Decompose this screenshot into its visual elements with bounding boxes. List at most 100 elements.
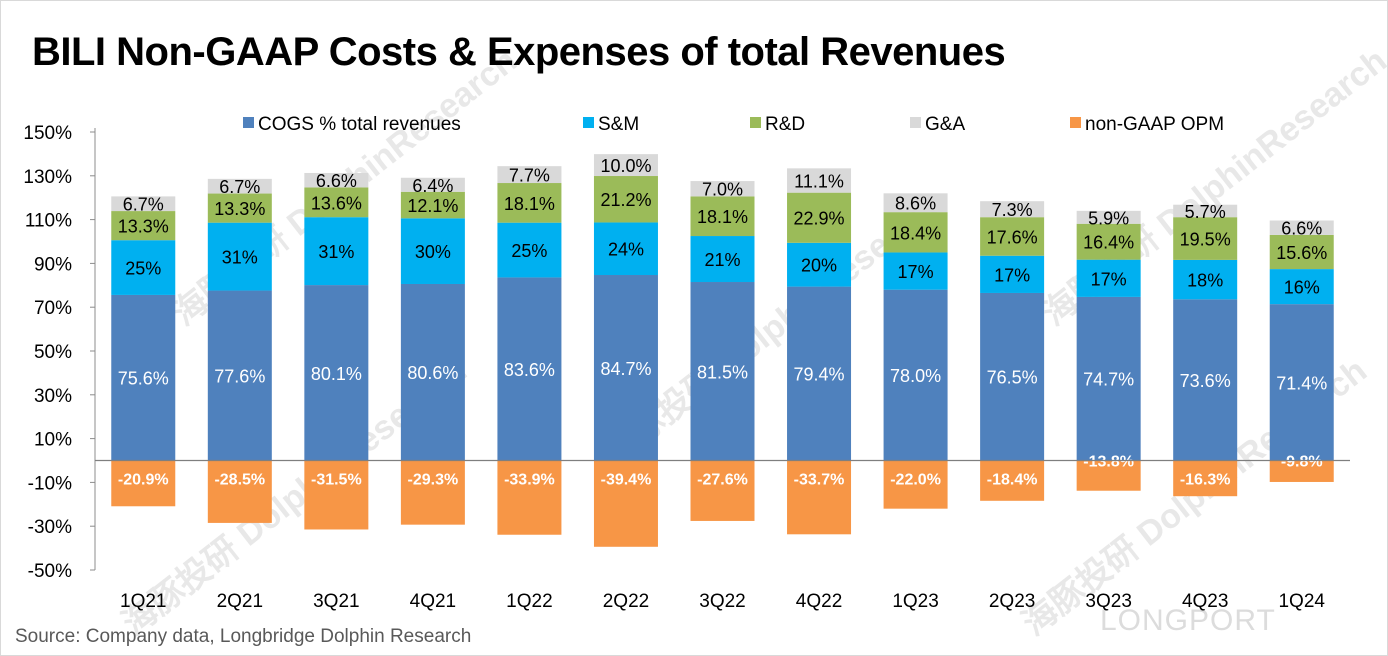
bar-segment [497, 166, 562, 184]
bar-segment [400, 191, 465, 219]
data-label: 13.6% [311, 193, 362, 213]
bar-segment [1076, 460, 1141, 491]
data-label: -39.4% [601, 472, 652, 489]
legend-swatch [1070, 117, 1081, 128]
bar-segment [111, 460, 176, 507]
y-tick-label: -10% [28, 473, 72, 494]
data-label: 17.6% [987, 227, 1038, 247]
data-label: -9.8% [1281, 454, 1323, 471]
data-label: 20% [801, 256, 837, 276]
bar-segment [690, 196, 755, 237]
bar-segment [304, 217, 369, 286]
data-label: -18.4% [987, 472, 1038, 489]
bar-segment [497, 277, 562, 461]
data-label: 13.3% [214, 199, 265, 219]
bar-segment [980, 255, 1045, 293]
data-label: 75.6% [118, 369, 169, 389]
data-label: 16.4% [1083, 233, 1134, 253]
data-label: 17% [1091, 269, 1127, 289]
x-tick-label: 2Q22 [603, 591, 649, 612]
data-label: 77.6% [214, 367, 265, 387]
bar-segment [1269, 269, 1334, 305]
legend-swatch [243, 117, 254, 128]
data-label: 21% [704, 250, 740, 270]
bar-segment [1076, 210, 1141, 224]
data-label: 7.7% [509, 166, 550, 186]
bar-segment [787, 168, 852, 193]
data-label: -31.5% [311, 472, 362, 489]
data-label: 15.6% [1276, 243, 1327, 263]
data-label: 7.0% [702, 180, 743, 200]
data-label: -29.3% [408, 472, 459, 489]
bar-segment [980, 292, 1045, 461]
data-label: 78.0% [890, 366, 941, 386]
x-tick-label: 4Q23 [1182, 591, 1228, 612]
x-tick-label: 3Q22 [699, 591, 745, 612]
data-label: 19.5% [1180, 230, 1231, 250]
bar-segment [207, 222, 272, 291]
data-label: 6.6% [1281, 219, 1322, 239]
y-tick-label: 70% [34, 298, 72, 319]
bar-segment [497, 460, 562, 535]
data-label: 22.9% [794, 209, 845, 229]
data-label: 84.7% [600, 359, 651, 379]
bar-segment [1269, 304, 1334, 461]
bar-segment [593, 176, 658, 223]
data-label: 71.4% [1276, 373, 1327, 393]
data-label: 6.6% [316, 171, 357, 191]
data-label: 18.1% [697, 207, 748, 227]
bar-segment [1076, 259, 1141, 297]
legend-swatch [583, 117, 594, 128]
bar-segment [883, 212, 948, 253]
data-label: 17% [994, 265, 1030, 285]
bar-segment [111, 240, 176, 295]
bar-segment [207, 178, 272, 194]
data-label: -13.8% [1083, 454, 1134, 471]
bar-segment [304, 187, 369, 218]
bar-segment [207, 193, 272, 223]
bar-segment [593, 460, 658, 547]
bar-segment [787, 286, 852, 461]
brand-logo: LONGPORT [1100, 604, 1276, 637]
x-tick-label: 4Q21 [410, 591, 456, 612]
bar-segment [497, 222, 562, 278]
bar-segment [787, 192, 852, 243]
bar-segment [400, 177, 465, 192]
bar-segment [690, 460, 755, 521]
bar-segment [593, 154, 658, 177]
bar-segment [1076, 296, 1141, 461]
y-tick-label: 110% [25, 211, 72, 232]
data-label: -33.9% [504, 472, 555, 489]
data-label: 25% [125, 259, 161, 279]
bar-segment [400, 460, 465, 525]
bar-segment [883, 460, 948, 509]
data-label: 6.4% [412, 176, 453, 196]
x-tick-label: 1Q21 [120, 591, 166, 612]
data-label: 5.9% [1088, 208, 1129, 228]
data-label: 80.1% [311, 364, 362, 384]
bar-segment [883, 252, 948, 290]
data-label: -20.9% [118, 472, 169, 489]
data-label: 5.7% [1185, 202, 1226, 222]
bar-segment [304, 285, 369, 461]
bar-segment [690, 236, 755, 283]
chart-title: BILI Non-GAAP Costs & Expenses of total … [32, 30, 1006, 74]
data-label: 16% [1284, 278, 1320, 298]
legend-label: non-GAAP OPM [1085, 114, 1224, 135]
bar-segment [1173, 259, 1238, 300]
bar-segment [980, 201, 1045, 218]
bar-segment [980, 217, 1045, 256]
bar-segment [1269, 234, 1334, 270]
bar-segment [304, 460, 369, 530]
bar-segment [1173, 460, 1238, 497]
data-label: 13.3% [118, 217, 169, 237]
bar-segment [1173, 204, 1238, 218]
data-label: 17% [898, 262, 934, 282]
bar-segment [1173, 299, 1238, 461]
y-tick-label: 10% [34, 430, 72, 451]
data-label: 10.0% [600, 156, 651, 176]
data-label: 18.1% [504, 194, 555, 214]
bar-segment [787, 460, 852, 535]
x-tick-label: 3Q21 [313, 591, 359, 612]
